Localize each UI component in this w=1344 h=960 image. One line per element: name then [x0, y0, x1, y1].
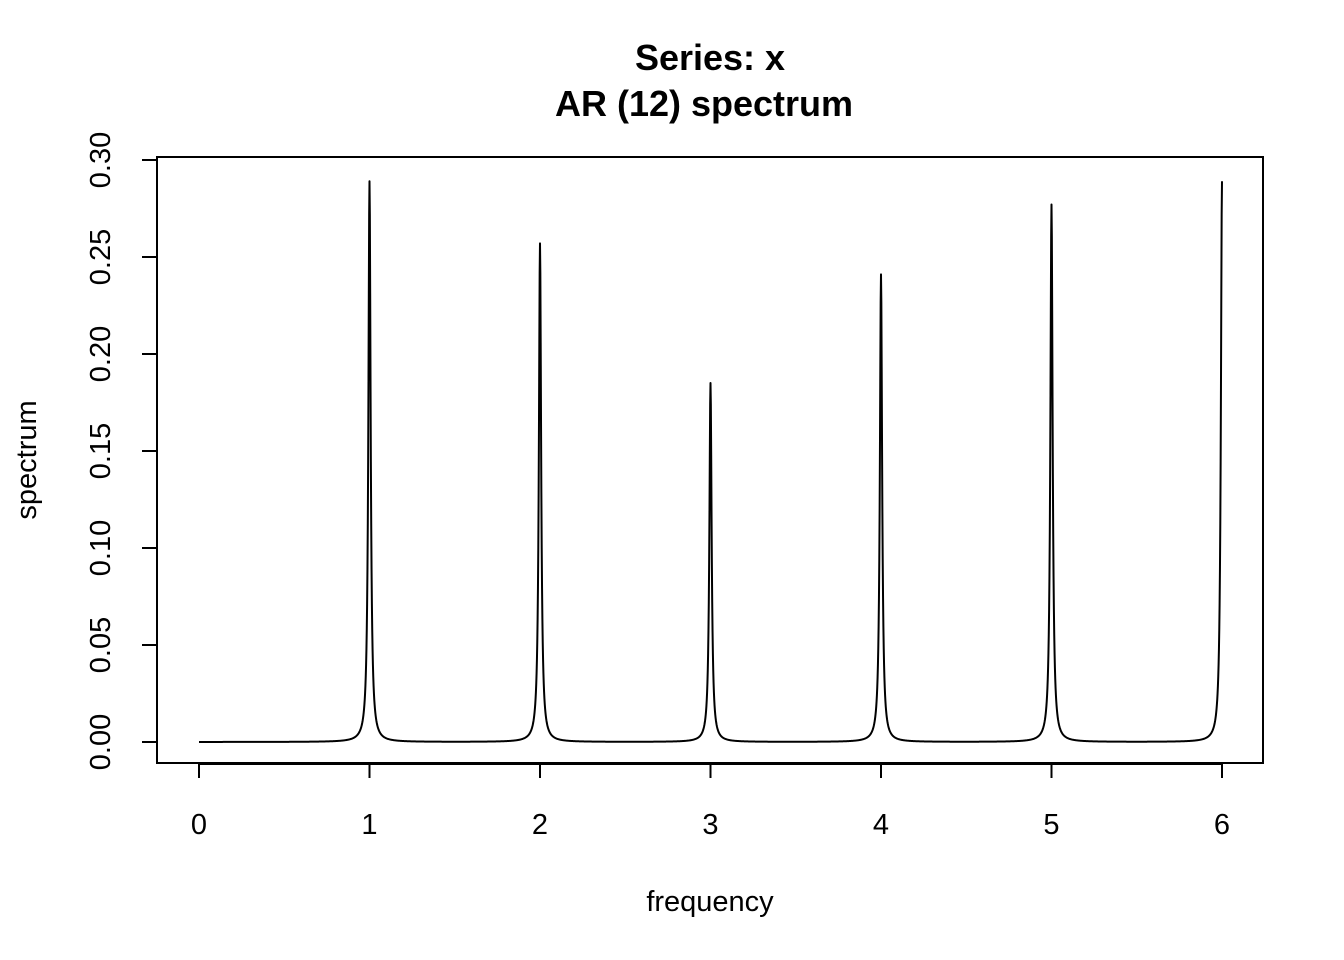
y-tick-label: 0.05 [85, 617, 117, 673]
y-tick-label: 0.25 [85, 229, 117, 285]
x-axis-label: frequency [646, 886, 774, 918]
x-axis: 0 1 2 3 4 5 6 [191, 763, 1230, 841]
y-tick-label: 0.00 [85, 714, 117, 770]
y-tick-label: 0.30 [85, 132, 117, 188]
spectrum-line [198, 180, 1223, 743]
x-tick-label: 4 [873, 809, 889, 841]
x-tick-label: 0 [191, 809, 207, 841]
y-axis: 0.00 0.05 0.10 0.15 0.20 0.25 0.30 [85, 132, 158, 770]
y-tick-label: 0.20 [85, 326, 117, 382]
x-tick-label: 5 [1043, 809, 1059, 841]
x-tick-label: 6 [1214, 809, 1230, 841]
y-axis-label: spectrum [11, 400, 43, 519]
chart-title: Series: x [635, 37, 785, 78]
series-group [198, 180, 1223, 743]
y-tick-label: 0.15 [85, 423, 117, 479]
y-tick-label: 0.10 [85, 520, 117, 576]
x-tick-label: 2 [532, 809, 548, 841]
x-tick-label: 3 [702, 809, 718, 841]
x-tick-label: 1 [361, 809, 377, 841]
chart-subtitle: AR (12) spectrum [555, 83, 853, 124]
